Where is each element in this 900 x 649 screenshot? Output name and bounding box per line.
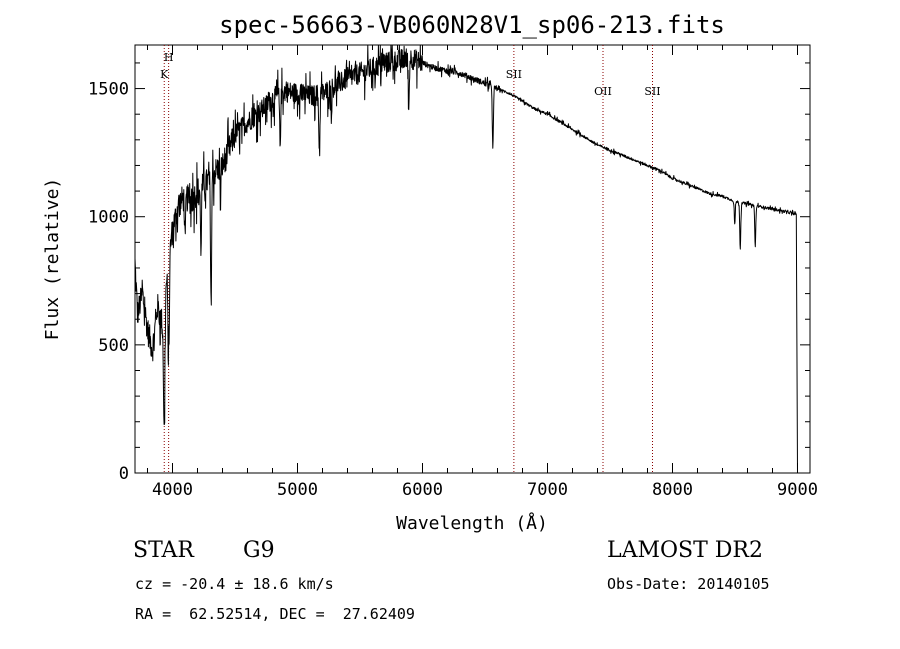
object-class: STAR xyxy=(133,538,194,563)
x-tick-label: 7000 xyxy=(527,480,568,500)
plot-frame xyxy=(134,44,811,474)
redshift-info: cz = -20.4 ± 18.6 km/s xyxy=(135,575,334,593)
x-tick-label: 9000 xyxy=(777,480,818,500)
marker-label: OII xyxy=(594,85,612,98)
x-tick-label: 5000 xyxy=(277,480,318,500)
obs-date: Obs-Date: 20140105 xyxy=(607,575,770,593)
y-tick-label: 1500 xyxy=(88,80,129,100)
marker-label: SII xyxy=(644,85,660,98)
x-axis-label: Wavelength (Å) xyxy=(396,512,548,534)
y-tick-label: 0 xyxy=(119,464,129,484)
x-tick-label: 4000 xyxy=(152,480,193,500)
chart-title: spec-56663-VB060N28V1_sp06-213.fits xyxy=(219,11,725,39)
marker-label: H xyxy=(164,51,174,64)
y-tick-label: 500 xyxy=(98,336,129,356)
y-axis-label: Flux (relative) xyxy=(42,178,63,341)
x-tick-label: 6000 xyxy=(402,480,443,500)
x-tick-label: 8000 xyxy=(652,480,693,500)
coordinates: RA = 62.52514, DEC = 27.62409 xyxy=(135,605,415,623)
spectral-subclass: G9 xyxy=(243,538,275,563)
survey-name: LAMOST DR2 xyxy=(607,538,763,563)
marker-label: K xyxy=(160,68,169,81)
spectrum-line xyxy=(134,44,798,474)
y-tick-label: 1000 xyxy=(88,208,129,228)
plot-area: 4000 5000 6000 7000 8000 9000 0 500 1000 1500 HK SI… xyxy=(88,44,818,500)
marker-label: SII xyxy=(506,68,522,81)
